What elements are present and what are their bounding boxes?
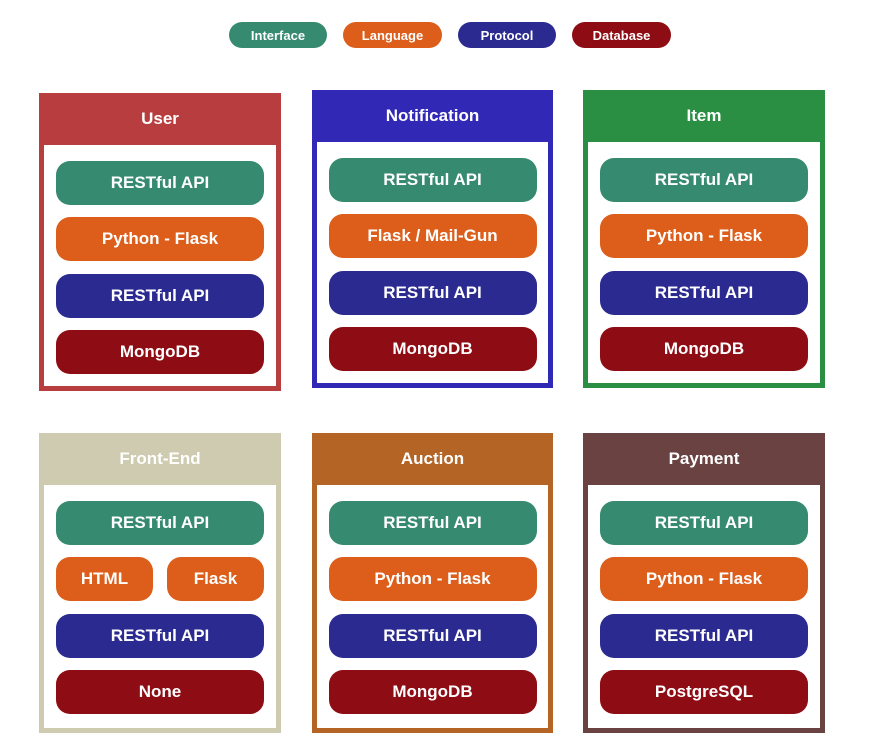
service-card-payment: Payment RESTful API Python - Flask RESTful …	[583, 433, 825, 733]
database-tag: MongoDB	[328, 669, 537, 714]
service-card-item: Item RESTful API Python - Flask RESTful API…	[583, 90, 825, 388]
database-tag: MongoDB	[56, 329, 264, 374]
interface-tag: RESTful API	[600, 501, 808, 545]
protocol-tag: RESTful API	[600, 270, 808, 315]
service-card-auction: Auction RESTful API Python - Flask RESTful …	[312, 433, 553, 733]
service-title: User	[141, 109, 179, 128]
language-tag: Python - Flask	[328, 557, 537, 602]
database-tag: MongoDB	[328, 326, 537, 371]
legend-protocol: Protocol	[458, 22, 556, 48]
language-tag: Python - Flask	[600, 214, 808, 259]
legend: Interface Language Protocol Database	[0, 0, 869, 70]
language-tag: Python - Flask	[56, 217, 264, 262]
interface-tag: RESTful API	[328, 501, 537, 545]
language-tag: Flask	[167, 557, 264, 602]
protocol-tag: RESTful API	[600, 613, 808, 658]
protocol-tag: RESTful API	[56, 613, 264, 658]
protocol-tag: RESTful API	[328, 270, 537, 315]
service-title: Auction	[400, 449, 465, 468]
service-title: Payment	[668, 449, 740, 468]
interface-tag: RESTful API	[328, 158, 537, 202]
service-card-front-end: Front-End RESTful API HTML Flask RESTful API…	[39, 433, 281, 733]
protocol-tag: RESTful API	[56, 273, 264, 318]
service-title: Notification	[385, 106, 480, 125]
database-tag: PostgreSQL	[600, 669, 808, 714]
legend-interface: Interface	[229, 22, 327, 48]
language-tag: HTML	[56, 557, 153, 602]
legend-language: Language	[343, 22, 442, 48]
legend-database: Database	[572, 22, 671, 48]
service-card-user: User RESTful API Python - Flask RESTful API…	[39, 93, 281, 391]
service-title: Front-End	[119, 449, 201, 468]
interface-tag: RESTful API	[600, 158, 808, 202]
protocol-tag: RESTful API	[328, 613, 537, 658]
database-tag: None	[56, 669, 264, 714]
interface-tag: RESTful API	[56, 161, 264, 205]
service-card-notification: Notification RESTful API Flask / Mail-Gun R…	[312, 90, 553, 388]
database-tag: MongoDB	[600, 326, 808, 371]
language-tag: Python - Flask	[600, 557, 808, 602]
service-title: Item	[686, 106, 722, 125]
interface-tag: RESTful API	[56, 501, 264, 545]
language-tag: Flask / Mail-Gun	[328, 214, 537, 259]
